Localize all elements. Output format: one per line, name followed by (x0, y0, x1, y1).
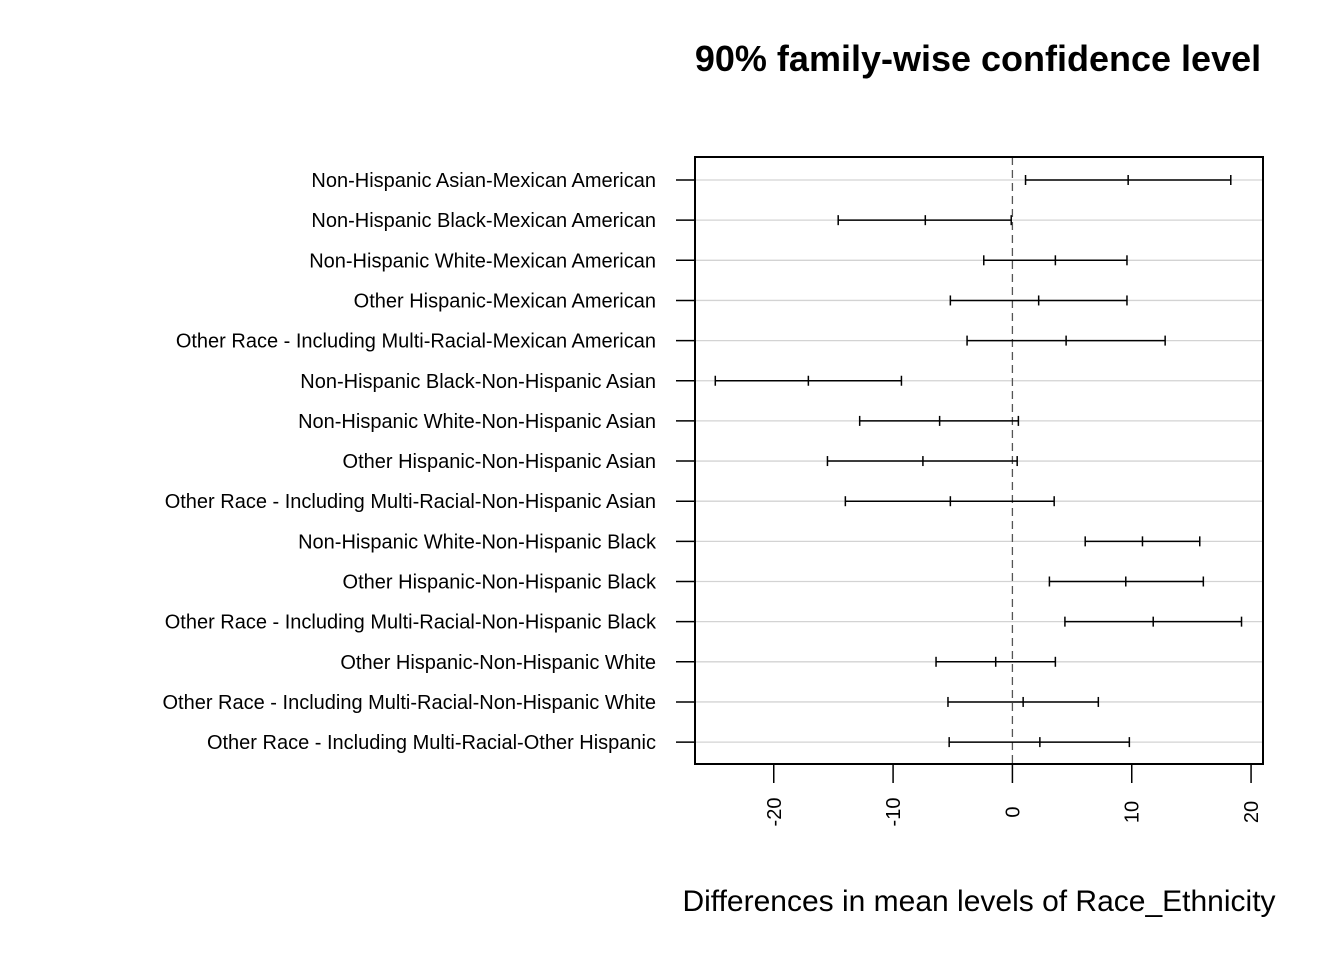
chart-title: 90% family-wise confidence level (695, 38, 1261, 79)
category-label: Other Race - Including Multi-Racial-Non-… (165, 491, 656, 513)
x-tick-label: -10 (883, 798, 905, 827)
x-tick-label: 20 (1241, 801, 1263, 823)
confidence-intervals (714, 175, 1243, 748)
category-label: Other Race - Including Multi-Racial-Non-… (162, 692, 656, 714)
x-tick-label: 0 (1002, 806, 1024, 817)
category-label: Other Hispanic-Mexican American (354, 290, 656, 312)
category-label: Non-Hispanic Black-Mexican American (311, 210, 656, 232)
category-label: Non-Hispanic White-Non-Hispanic Black (298, 531, 657, 553)
x-axis-label: Differences in mean levels of Race_Ethni… (682, 885, 1275, 918)
category-label: Non-Hispanic Asian-Mexican American (311, 170, 656, 192)
category-label: Other Race - Including Multi-Racial-Mexi… (176, 331, 656, 353)
x-axis: -20 -10 0 10 20 (764, 764, 1263, 826)
category-labels: Non-Hispanic Asian-Mexican American Non-H… (162, 170, 695, 754)
category-label: Other Race - Including Multi-Racial-Non-… (165, 612, 657, 634)
category-label: Non-Hispanic White-Non-Hispanic Asian (298, 411, 656, 433)
category-label: Other Hispanic-Non-Hispanic White (340, 652, 656, 674)
x-tick-label: 10 (1122, 801, 1144, 823)
category-label: Non-Hispanic White-Mexican American (309, 250, 656, 272)
x-tick-label: -20 (764, 798, 786, 827)
category-label: Other Hispanic-Non-Hispanic Black (343, 572, 657, 594)
category-label: Other Hispanic-Non-Hispanic Asian (343, 451, 656, 473)
category-label: Non-Hispanic Black-Non-Hispanic Asian (300, 371, 656, 393)
category-label: Other Race - Including Multi-Racial-Othe… (207, 732, 656, 754)
